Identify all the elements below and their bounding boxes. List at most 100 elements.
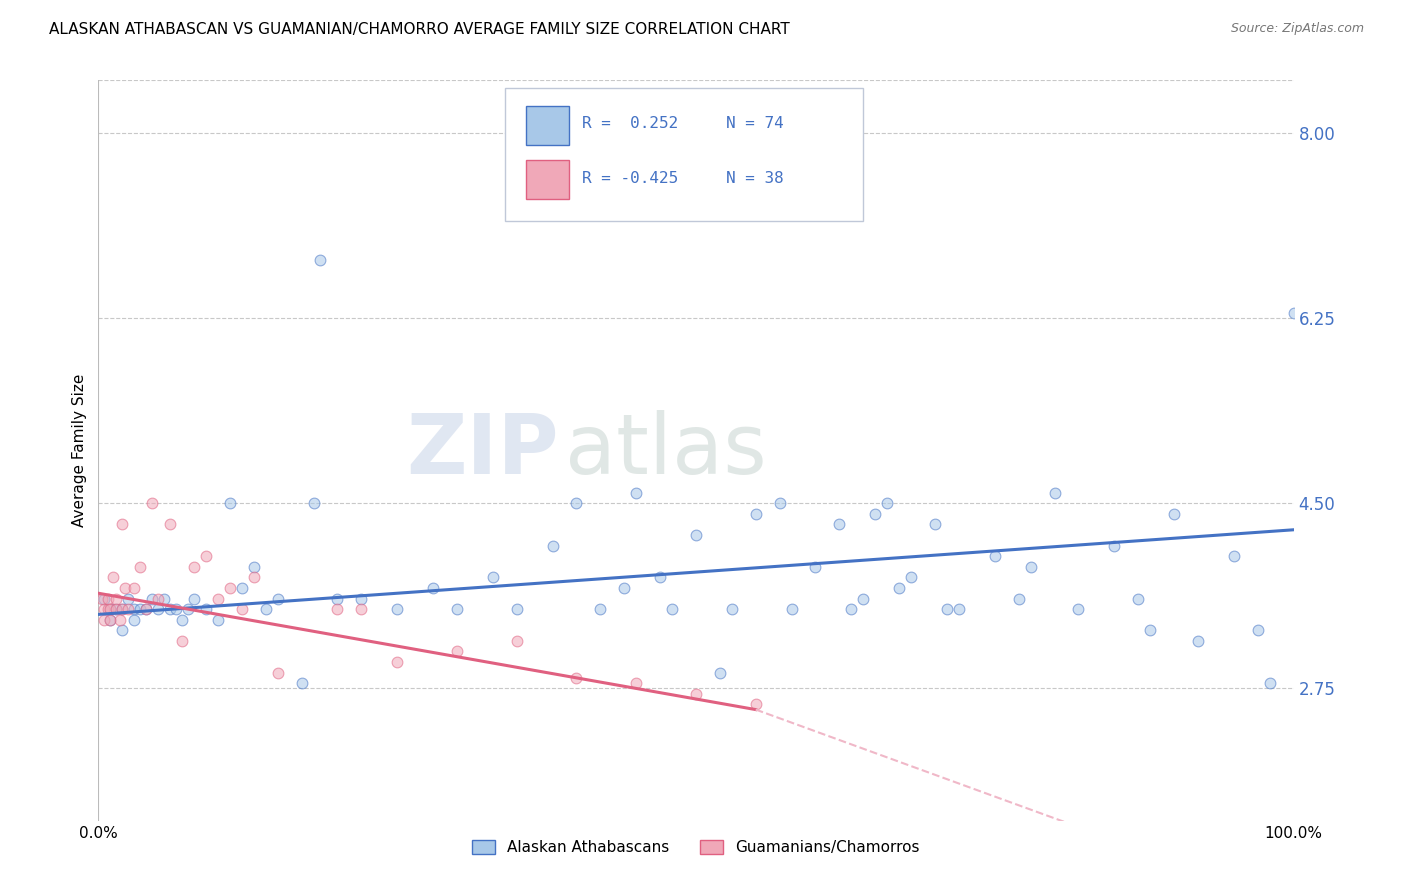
Point [889,581,911,595]
Point [291,676,314,690]
Point [984,549,1007,564]
Point [865,507,887,521]
Point [685,687,707,701]
Point [350,602,373,616]
Point [1258,676,1281,690]
Point [183,559,205,574]
Point [98,602,122,616]
Point [745,698,768,712]
Point [172,633,194,648]
Point [105,602,128,616]
Point [446,602,468,616]
Point [207,613,229,627]
Point [852,591,875,606]
Point [482,570,505,584]
Text: N = 38: N = 38 [725,170,783,186]
Point [267,591,290,606]
Point [308,253,330,268]
Point [565,671,588,685]
Point [243,570,266,584]
Point [769,496,792,510]
Point [153,591,176,606]
Point [97,602,120,616]
Point [613,581,636,595]
Point [1139,624,1161,638]
Point [900,570,922,584]
Point [661,602,683,616]
Point [1163,507,1185,521]
Point [111,624,134,638]
Text: R = -0.425: R = -0.425 [582,170,679,186]
Point [98,613,122,627]
Point [1067,602,1090,616]
Point [626,485,648,500]
Point [541,539,564,553]
Text: atlas: atlas [565,410,766,491]
FancyBboxPatch shape [526,161,569,199]
Point [1282,306,1305,320]
Point [183,591,205,606]
Legend: Alaskan Athabascans, Guamanians/Chamorros: Alaskan Athabascans, Guamanians/Chamorro… [465,834,927,861]
Point [326,591,349,606]
Point [446,644,468,658]
Point [93,613,115,627]
Point [98,602,122,616]
Point [148,602,170,616]
Point [350,591,373,606]
Point [1043,485,1066,500]
Point [124,613,146,627]
Point [219,581,242,595]
Point [685,528,707,542]
Point [91,591,114,606]
Point [105,591,128,606]
Point [709,665,731,680]
Point [124,602,146,616]
Point [841,602,863,616]
Point [111,602,134,616]
Point [207,591,229,606]
FancyBboxPatch shape [505,87,863,221]
Point [177,602,200,616]
Point [159,517,181,532]
Point [98,613,122,627]
Point [506,633,529,648]
Point [117,602,139,616]
Point [93,591,115,606]
Point [101,570,124,584]
Point [114,581,136,595]
Point [159,602,181,616]
Point [141,591,163,606]
Point [148,591,170,606]
Point [135,602,157,616]
Point [828,517,851,532]
Point [948,602,970,616]
Point [506,602,529,616]
Point [302,496,325,510]
Point [172,613,194,627]
Point [924,517,946,532]
Point [1104,539,1126,553]
Point [231,602,253,616]
Point [936,602,959,616]
Point [243,559,266,574]
Point [1247,624,1270,638]
Point [124,581,146,595]
Point [254,602,277,616]
Point [195,549,218,564]
Point [385,655,409,669]
Point [589,602,612,616]
Point [129,602,152,616]
Point [141,496,163,510]
Point [231,581,253,595]
Point [565,496,588,510]
Point [117,591,139,606]
Text: R =  0.252: R = 0.252 [582,116,679,131]
Point [108,613,131,627]
Point [129,559,152,574]
Point [97,591,120,606]
Text: N = 74: N = 74 [725,116,783,131]
FancyBboxPatch shape [526,106,569,145]
Y-axis label: Average Family Size: Average Family Size [72,374,87,527]
Point [135,602,157,616]
Point [93,602,115,616]
